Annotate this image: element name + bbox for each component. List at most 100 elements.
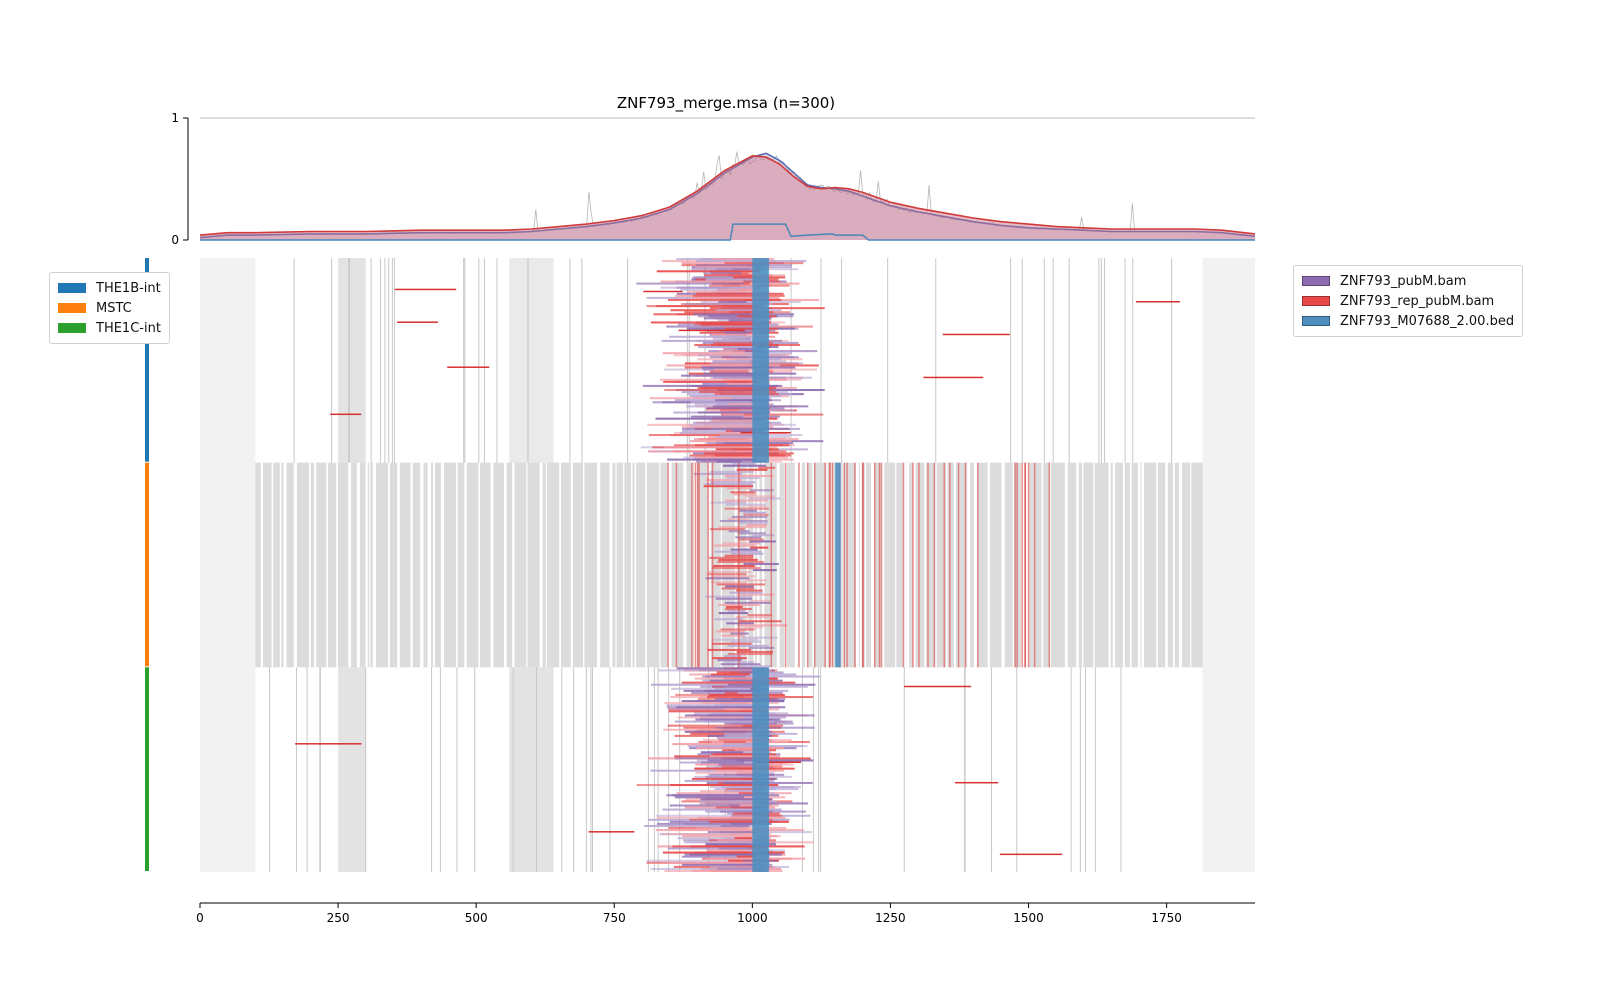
signal-streak	[708, 280, 781, 283]
motif-column	[752, 258, 769, 463]
signal-streak	[728, 790, 770, 793]
signal-streak	[720, 663, 761, 666]
signal-streak	[675, 693, 744, 696]
signal-streak	[735, 536, 762, 539]
mstc-signal-column	[977, 462, 979, 668]
signal-streak	[730, 640, 762, 643]
signal-streak	[661, 339, 763, 342]
signal-streak	[705, 278, 769, 281]
alignment-column	[1156, 462, 1158, 668]
signal-streak	[724, 331, 750, 334]
alignment-column	[634, 462, 637, 668]
sparse-peak	[678, 329, 745, 332]
signal-streak	[727, 683, 816, 686]
signal-streak	[721, 765, 783, 768]
mstc-signal-column	[813, 462, 816, 668]
signal-streak	[718, 350, 745, 353]
signal-streak	[726, 358, 758, 361]
signal-streak	[690, 401, 750, 404]
signal-streak	[710, 528, 745, 531]
signal-streak	[705, 595, 752, 598]
signal-streak	[689, 853, 782, 856]
signal-streak	[726, 503, 766, 506]
signal-streak	[681, 700, 785, 703]
signal-streak	[647, 450, 754, 453]
signal-streak	[689, 440, 756, 443]
signal-streak	[670, 783, 779, 787]
signal-streak	[674, 796, 745, 799]
signal-streak	[712, 741, 789, 744]
alignment-column	[683, 462, 687, 668]
signal-streak	[736, 855, 755, 858]
signal-streak	[693, 313, 795, 316]
signal-streak	[745, 495, 775, 498]
gap-column-block	[509, 667, 554, 872]
signal-streak	[717, 560, 764, 563]
signal-streak	[705, 407, 785, 410]
signal-streak	[676, 667, 766, 670]
signal-streak	[699, 391, 777, 394]
signal-streak	[710, 501, 746, 504]
signal-streak	[720, 824, 750, 827]
signal-streak	[696, 321, 771, 324]
signal-streak	[717, 659, 742, 662]
signal-streak	[659, 378, 766, 381]
signal-streak	[747, 505, 767, 508]
legend-swatch	[1302, 276, 1330, 286]
signal-streak	[735, 616, 770, 619]
signal-streak	[709, 755, 762, 758]
legend-swatch	[58, 303, 86, 313]
y-tick-label: 0	[171, 233, 179, 247]
group-bar-segment	[145, 667, 149, 871]
mstc-signal-column	[711, 462, 714, 668]
legend-label: THE1C-int	[96, 320, 161, 336]
signal-streak	[716, 736, 751, 739]
signal-streak	[746, 673, 797, 676]
alignment-column	[1122, 462, 1125, 668]
alignment-column	[871, 462, 874, 668]
signal-streak	[668, 710, 768, 713]
signal-streak	[714, 393, 779, 396]
signal-streak	[684, 730, 772, 733]
signal-streak	[666, 861, 764, 864]
signal-streak	[721, 634, 745, 637]
mstc-signal-column	[912, 462, 914, 668]
signal-streak	[657, 822, 761, 825]
signal-streak	[684, 779, 775, 782]
signal-streak	[709, 773, 785, 776]
signal-streak	[702, 675, 746, 678]
alignment-column	[348, 462, 352, 668]
mstc-signal-column	[824, 462, 826, 668]
signal-streak	[711, 673, 750, 676]
signal-streak	[738, 522, 768, 525]
signal-streak	[695, 266, 772, 269]
signal-streak	[724, 708, 780, 711]
signal-streak	[715, 698, 786, 701]
alignment-column	[623, 462, 625, 668]
alignment-column	[798, 462, 802, 668]
signal-streak	[743, 562, 779, 565]
signal-streak	[721, 288, 760, 291]
mstc-signal-column	[696, 462, 699, 668]
alignment-column	[283, 462, 287, 668]
signal-streak	[738, 792, 766, 795]
signal-streak	[720, 519, 768, 523]
signal-streak	[703, 485, 754, 488]
signal-streak	[707, 857, 780, 860]
alignment-column	[293, 462, 297, 668]
signal-streak	[748, 646, 775, 649]
signal-streak	[711, 567, 761, 570]
signal-streak	[681, 374, 767, 377]
alignment-column	[1026, 462, 1030, 668]
signal-streak	[714, 618, 743, 621]
alignment-column	[478, 462, 481, 668]
series-line-2	[199, 154, 1256, 236]
signal-streak	[724, 734, 755, 737]
alignment-column	[427, 462, 431, 668]
mstc-signal-column	[707, 462, 709, 668]
signal-streak	[667, 847, 754, 850]
signal-streak	[683, 354, 790, 357]
legend-swatch	[1302, 316, 1330, 326]
signal-streak	[737, 771, 759, 774]
